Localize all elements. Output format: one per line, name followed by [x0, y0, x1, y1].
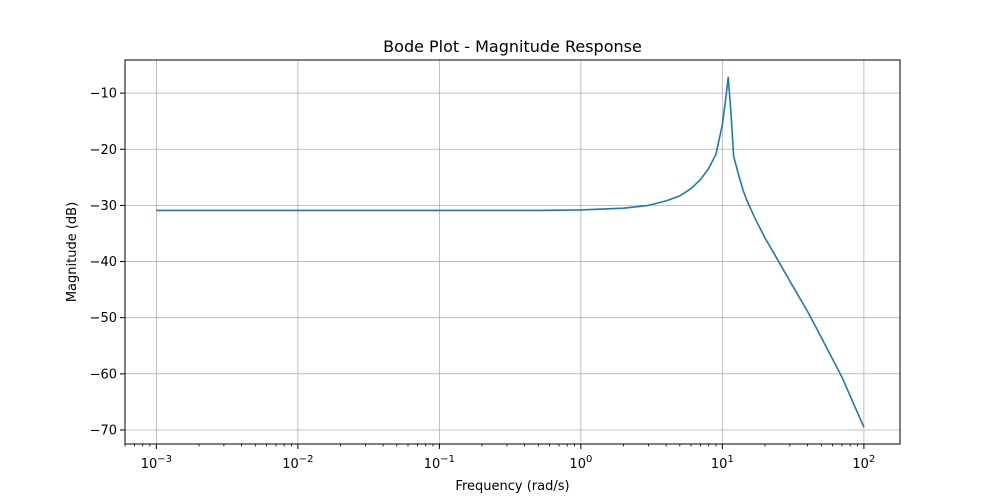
y-tick-label: −40: [90, 255, 117, 270]
x-tick-label: 10−2: [282, 454, 313, 472]
y-tick-label: −70: [90, 423, 117, 438]
x-tick-label: 101: [711, 454, 734, 472]
x-axis-label: Frequency (rad/s): [455, 479, 569, 494]
grid: [125, 60, 900, 444]
x-tick-label: 10−1: [424, 454, 455, 472]
x-tick-label: 100: [569, 454, 592, 472]
y-tick-label: −20: [90, 143, 117, 158]
chart-title: Bode Plot - Magnitude Response: [383, 37, 642, 56]
plot-frame: [124, 59, 901, 445]
y-tick-label: −30: [90, 199, 117, 214]
y-axis-label: Magnitude (dB): [65, 202, 80, 302]
y-tick-label: −10: [90, 87, 117, 102]
y-tick-label: −60: [90, 367, 117, 382]
y-tick-label: −50: [90, 311, 117, 326]
ticks: 10−3 10−2 10−1 100 101 102 −10 −20 −30 −40 −50 −60 −…: [90, 87, 876, 472]
series-layer: [156, 76, 865, 428]
x-tick-label: 10−3: [141, 454, 172, 472]
magnitude-line: [156, 76, 865, 428]
x-tick-label: 102: [852, 454, 875, 472]
